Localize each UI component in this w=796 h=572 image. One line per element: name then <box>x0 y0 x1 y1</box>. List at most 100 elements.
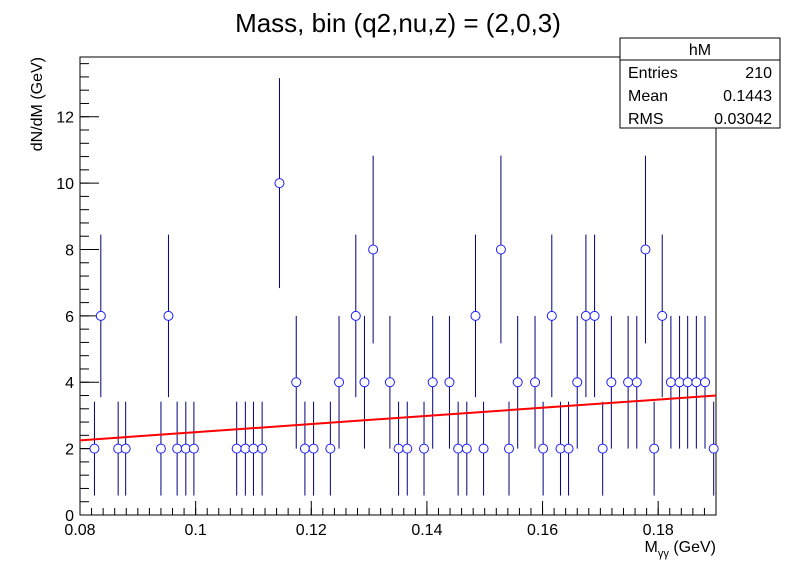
marker-circle <box>546 310 557 321</box>
marker-circle <box>188 443 199 454</box>
data-point <box>478 401 489 496</box>
marker-circle <box>155 443 166 454</box>
stats-box-frame <box>619 37 781 129</box>
data-point <box>649 401 660 496</box>
marker-circle <box>453 443 464 454</box>
y-tick-label: 4 <box>65 375 74 392</box>
marker-circle <box>708 443 719 454</box>
marker-circle <box>359 377 370 388</box>
y-tick-label: 10 <box>56 176 74 193</box>
data-point <box>495 155 506 344</box>
data-point <box>470 234 481 398</box>
marker-circle <box>419 443 430 454</box>
marker-circle <box>512 377 523 388</box>
marker-circle <box>120 443 131 454</box>
marker-circle <box>231 443 242 454</box>
marker-circle <box>427 377 438 388</box>
data-point <box>384 315 395 449</box>
data-point <box>248 401 259 496</box>
marker-circle <box>89 443 100 454</box>
y-tick-label: 0 <box>65 508 74 525</box>
marker-circle <box>334 377 345 388</box>
plot-frame <box>79 56 717 516</box>
data-point <box>512 315 523 449</box>
data-point <box>674 315 685 449</box>
marker-circle <box>691 377 702 388</box>
data-point <box>393 401 404 496</box>
stats-rms-value: 0.03042 <box>714 111 772 128</box>
marker-circle <box>299 443 310 454</box>
data-point <box>597 401 608 496</box>
marker-circle <box>538 443 549 454</box>
x-axis: 0.08 0.1 0.12 0.14 0.16 0.18 <box>64 501 717 539</box>
data-point <box>163 234 174 398</box>
marker-circle <box>350 310 361 321</box>
marker-circle <box>384 377 395 388</box>
data-point <box>580 234 591 398</box>
x-axis-label-main: M <box>645 539 658 556</box>
marker-circle <box>95 310 106 321</box>
data-point <box>665 315 676 449</box>
marker-circle <box>393 443 404 454</box>
x-tick-label: 0.08 <box>64 522 95 539</box>
y-tick-label: 2 <box>65 442 74 459</box>
data-point <box>682 315 693 449</box>
data-point <box>155 401 166 496</box>
marker-circle <box>682 377 693 388</box>
marker-circle <box>623 377 634 388</box>
data-point <box>172 401 183 496</box>
data-point <box>291 315 302 449</box>
marker-circle <box>657 310 668 321</box>
data-point <box>402 401 413 496</box>
stats-box-title: hM <box>689 42 711 59</box>
marker-circle <box>631 377 642 388</box>
marker-circle <box>700 377 711 388</box>
marker-circle <box>563 443 574 454</box>
marker-circle <box>444 377 455 388</box>
marker-circle <box>257 443 268 454</box>
fit-line <box>79 394 717 442</box>
x-tick-label: 0.18 <box>643 522 674 539</box>
stats-entries-label: Entries <box>628 65 678 82</box>
stats-entries-value: 210 <box>745 65 772 82</box>
x-tick-label: 0.1 <box>185 522 207 539</box>
data-points <box>89 78 719 496</box>
data-point <box>504 401 515 496</box>
marker-circle <box>572 377 583 388</box>
marker-circle <box>478 443 489 454</box>
data-point <box>546 234 557 398</box>
marker-circle <box>589 310 600 321</box>
data-point <box>691 315 702 449</box>
data-point <box>640 155 651 344</box>
y-axis-label: dN/dM (GeV) <box>29 57 46 151</box>
x-axis-label-unit: (GeV) <box>669 539 716 556</box>
data-point <box>359 315 370 449</box>
data-point <box>708 401 719 496</box>
data-point <box>231 401 242 496</box>
data-point <box>555 401 566 496</box>
data-point <box>530 315 541 449</box>
data-point <box>113 401 124 496</box>
data-point <box>461 401 472 496</box>
marker-circle <box>495 244 506 255</box>
stats-mean-label: Mean <box>628 88 668 105</box>
data-point <box>700 315 711 449</box>
marker-circle <box>597 443 608 454</box>
marker-circle <box>461 443 472 454</box>
stats-mean-value: 0.1443 <box>723 88 772 105</box>
data-point <box>120 401 131 496</box>
data-point <box>623 315 634 449</box>
stats-box: hM Entries 210 Mean 0.1443 RMS 0.03042 <box>619 37 781 129</box>
y-axis: 0 2 4 6 8 10 12 <box>56 63 99 525</box>
data-point <box>631 315 642 449</box>
data-point <box>325 401 336 496</box>
data-point <box>453 401 464 496</box>
marker-circle <box>291 377 302 388</box>
x-axis-label-subscript: γγ <box>658 548 670 560</box>
chart-title: Mass, bin (q2,nu,z) = (2,0,3) <box>235 8 561 38</box>
data-point <box>89 401 100 496</box>
data-point <box>572 315 583 449</box>
data-point <box>427 315 438 449</box>
marker-circle <box>163 310 174 321</box>
